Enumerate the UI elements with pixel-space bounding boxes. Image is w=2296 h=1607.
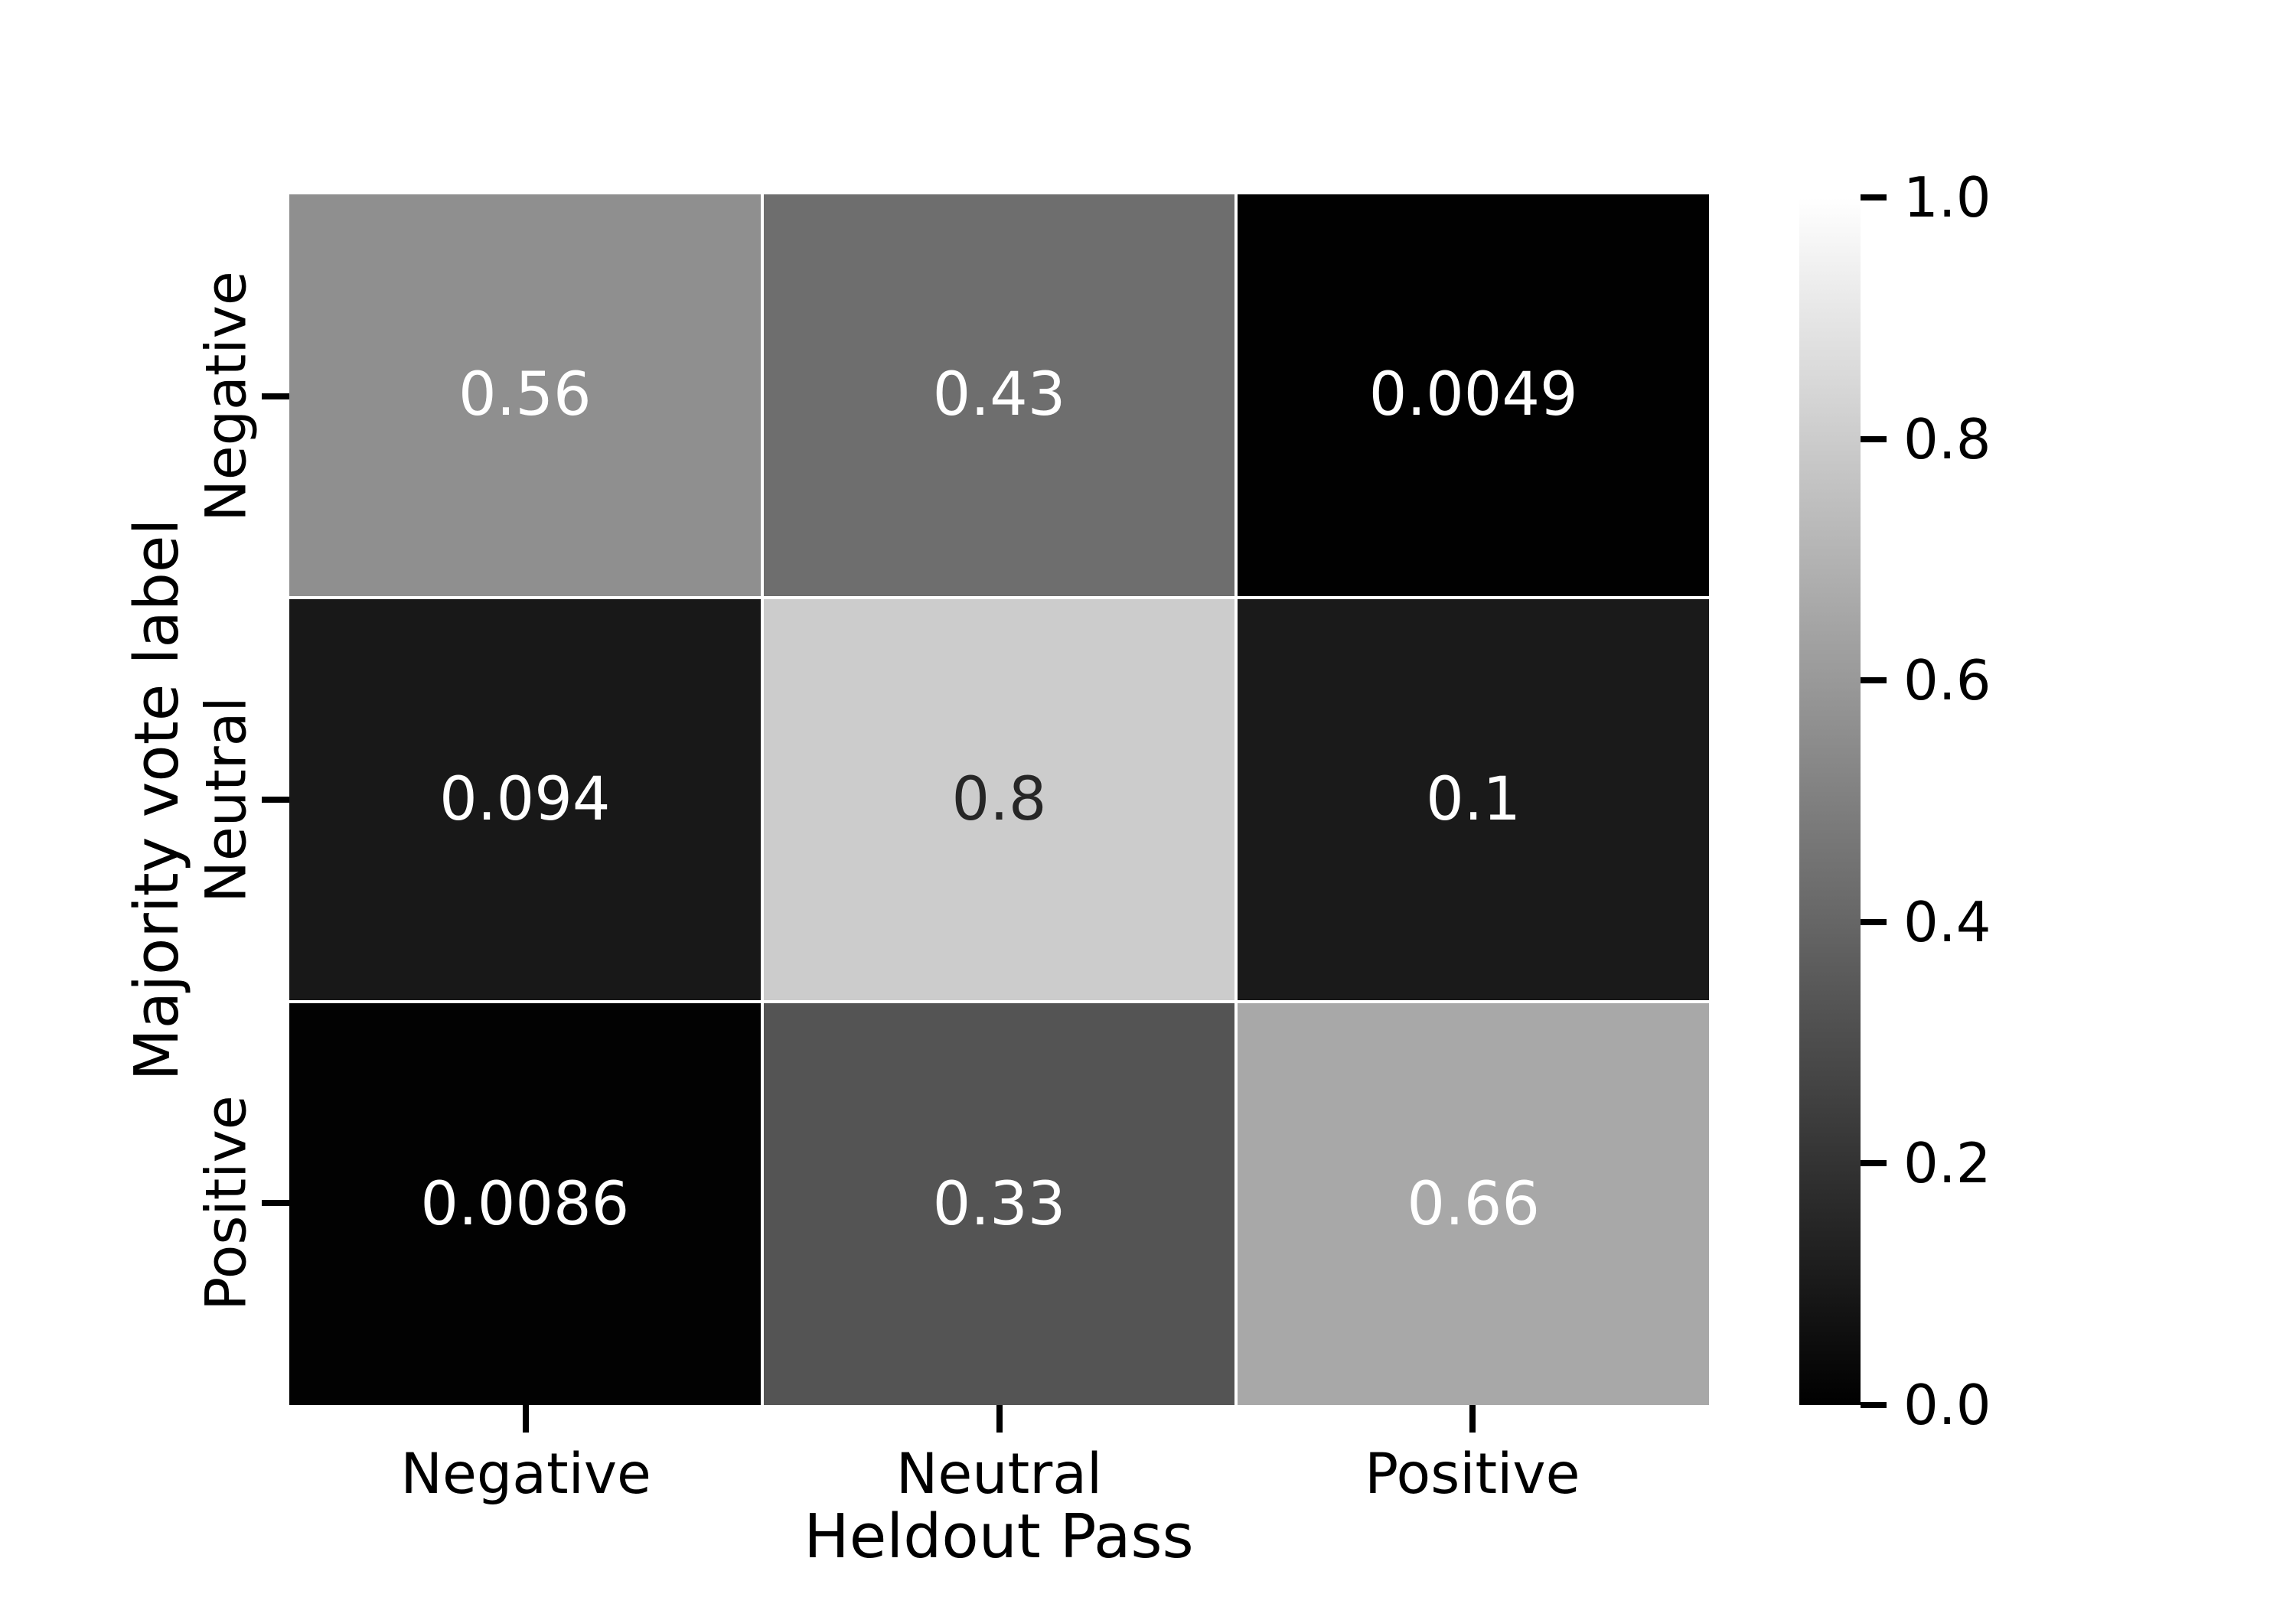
y-tick-label: Neutral xyxy=(194,696,259,903)
colorbar-tick-mark xyxy=(1861,194,1887,200)
colorbar-tick-label: 0.4 xyxy=(1903,889,1991,954)
heatmap-cell: 0.66 xyxy=(1238,1003,1709,1405)
colorbar-tick-mark xyxy=(1861,677,1887,684)
y-tick-label: Positive xyxy=(194,1095,259,1312)
colorbar-tick-mark xyxy=(1861,435,1887,442)
colorbar-tick-label: 0.6 xyxy=(1903,648,1991,713)
heatmap-cell: 0.56 xyxy=(289,194,761,596)
cell-value-label: 0.0086 xyxy=(420,1169,630,1239)
heatmap-cell: 0.8 xyxy=(763,598,1235,1001)
y-tick-mark xyxy=(262,797,289,803)
y-tick-mark xyxy=(262,393,289,399)
x-tick-mark xyxy=(1469,1405,1476,1433)
heatmap-cell: 0.0086 xyxy=(289,1003,761,1405)
heatmap-grid: 0.56 0.43 0.0049 0.094 0.8 0.1 0.0086 0.33 0.66 xyxy=(289,194,1709,1405)
colorbar-tick-label: 1.0 xyxy=(1903,165,1991,230)
heatmap-cell: 0.1 xyxy=(1238,598,1709,1001)
colorbar-tick-mark xyxy=(1861,1160,1887,1167)
x-tick-label: Negative xyxy=(400,1442,651,1507)
heatmap-cell: 0.33 xyxy=(763,1003,1235,1405)
y-tick-label: Negative xyxy=(194,270,259,522)
cell-value-label: 0.094 xyxy=(439,764,611,834)
cell-value-label: 0.66 xyxy=(1407,1169,1540,1239)
heatmap-cell: 0.094 xyxy=(289,598,761,1001)
colorbar-tick-label: 0.8 xyxy=(1903,406,1991,471)
x-tick-label: Neutral xyxy=(895,1442,1103,1507)
x-tick-mark xyxy=(523,1405,530,1433)
cell-value-label: 0.56 xyxy=(458,360,592,430)
colorbar-tick-mark xyxy=(1861,918,1887,925)
cell-value-label: 0.8 xyxy=(951,764,1047,834)
colorbar-tick-label: 0.0 xyxy=(1903,1373,1991,1437)
y-tick-mark xyxy=(262,1200,289,1207)
colorbar-tick-mark xyxy=(1861,1402,1887,1408)
cell-value-label: 0.1 xyxy=(1426,764,1521,834)
x-tick-mark xyxy=(996,1405,1003,1433)
cell-value-label: 0.33 xyxy=(932,1169,1066,1239)
colorbar xyxy=(1799,197,1861,1405)
heatmap-cell: 0.43 xyxy=(763,194,1235,596)
x-axis-title: Heldout Pass xyxy=(804,1501,1194,1572)
colorbar-tick-label: 0.2 xyxy=(1903,1131,1991,1196)
heatmap-cell: 0.0049 xyxy=(1238,194,1709,596)
cell-value-label: 0.0049 xyxy=(1368,360,1578,430)
x-tick-label: Positive xyxy=(1365,1442,1580,1507)
y-axis-title: Majority vote label xyxy=(122,518,192,1081)
cell-value-label: 0.43 xyxy=(932,360,1066,430)
